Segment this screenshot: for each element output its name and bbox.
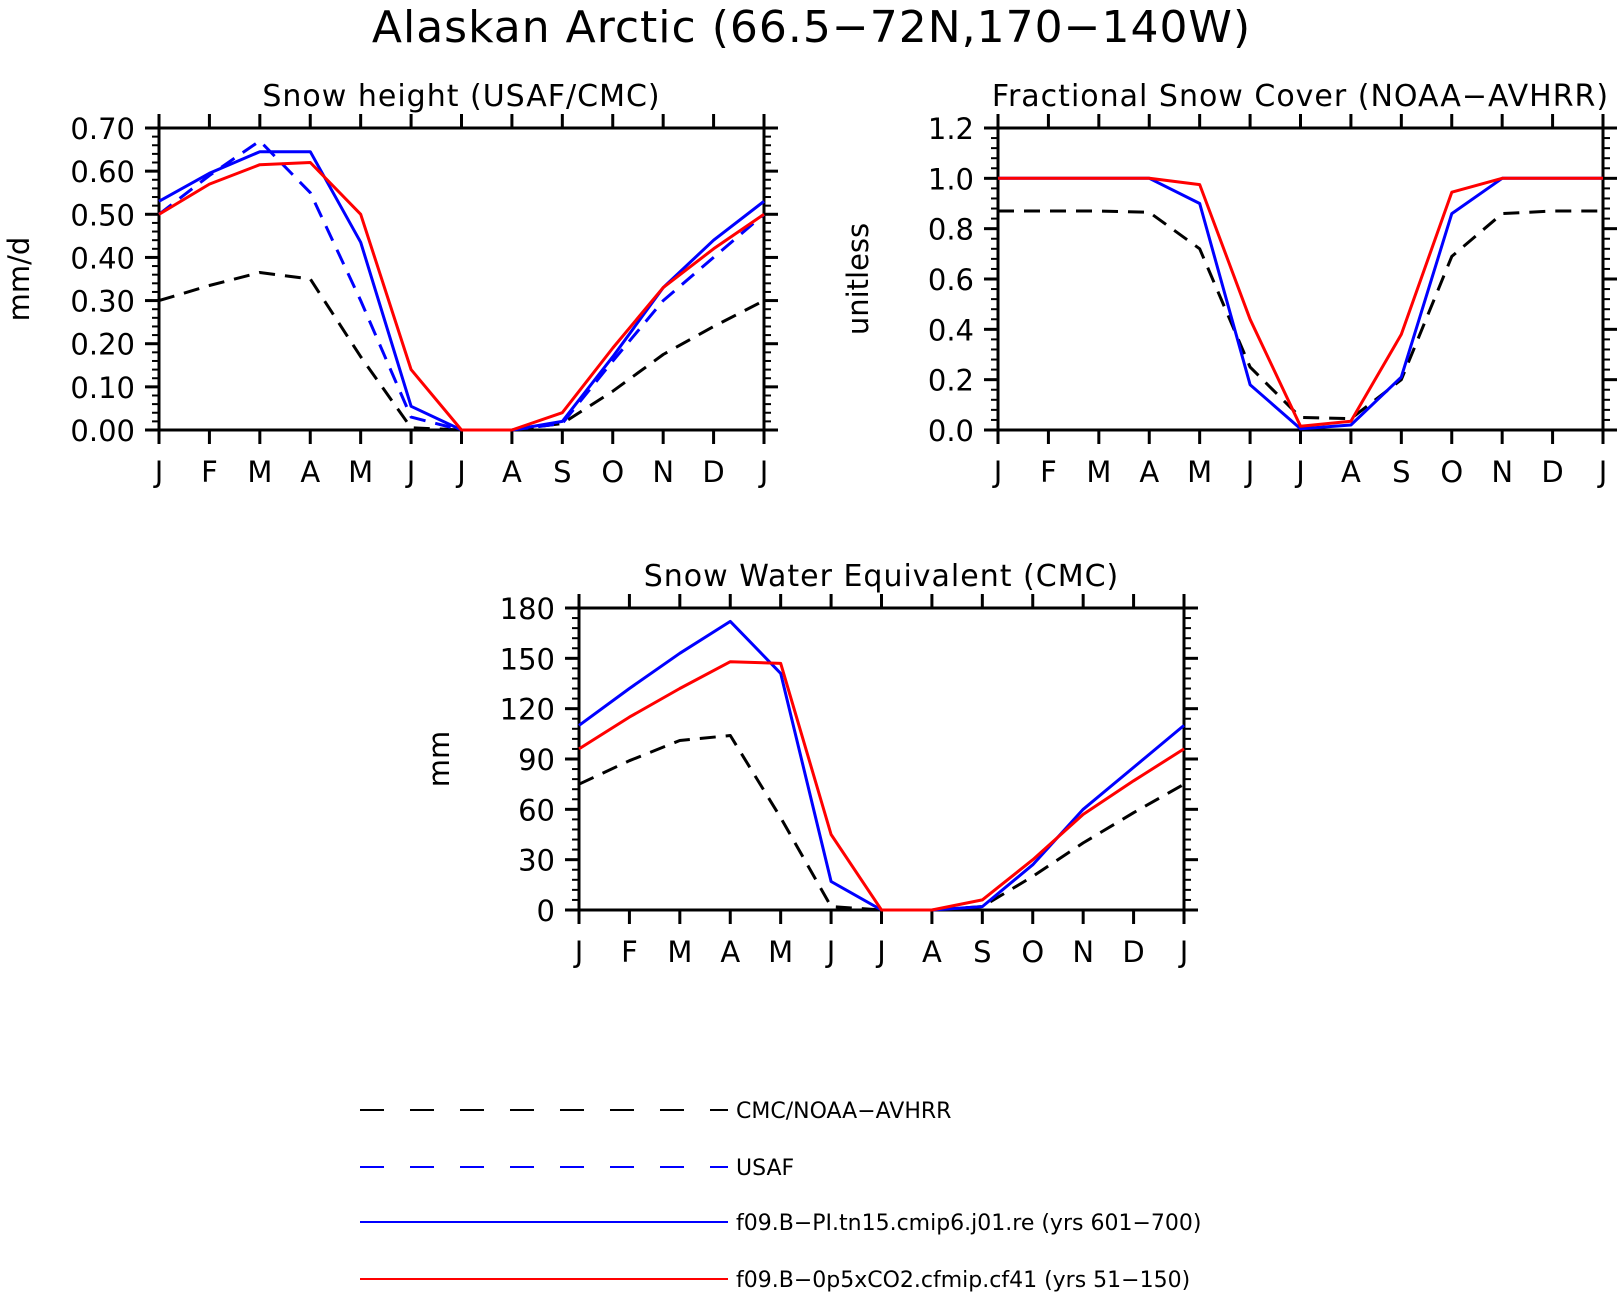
- x-tick-label: A: [1139, 455, 1159, 489]
- y-tick-label: 0.4: [928, 313, 974, 347]
- x-tick-label: A: [502, 455, 522, 489]
- y-tick-label: 0.30: [70, 285, 135, 319]
- x-tick-label: M: [247, 455, 272, 489]
- x-tick-label: J: [992, 455, 1003, 489]
- y-tick-label: 1.0: [928, 162, 974, 196]
- series-line-1: [578, 734, 1185, 912]
- main-title: Alaskan Arctic (66.5−72N,170−140W): [371, 2, 1252, 53]
- panel-title: Snow Water Equivalent (CMC): [644, 559, 1119, 594]
- plot-frame: [577, 606, 1186, 912]
- x-tick-label: F: [1040, 455, 1057, 489]
- y-tick-label: 0.40: [70, 241, 135, 275]
- x-tick-label: A: [922, 935, 942, 969]
- plot-frame: [996, 126, 1605, 432]
- x-tick-label: N: [1072, 935, 1094, 969]
- x-tick-label: J: [1244, 455, 1255, 489]
- y-tick-label: 0.20: [70, 328, 135, 362]
- y-tick-label: 0.8: [928, 213, 974, 247]
- series-line-4: [158, 161, 765, 432]
- x-tick-label: J: [573, 935, 584, 969]
- y-tick-label: 30: [518, 844, 555, 878]
- legend-label: f09.B−PI.tn15.cmip6.j01.re (yrs 601−700): [736, 1211, 1201, 1236]
- y-tick-label: 0.6: [928, 263, 974, 297]
- x-tick-label: J: [405, 455, 416, 489]
- x-tick-label: J: [1294, 455, 1305, 489]
- y-axis-label: unitless: [841, 223, 875, 335]
- y-axis-label: mm: [422, 731, 456, 788]
- x-tick-label: N: [652, 455, 674, 489]
- y-tick-label: 0.0: [928, 414, 974, 448]
- y-tick-label: 0.70: [70, 112, 135, 146]
- x-tick-label: S: [973, 935, 991, 969]
- y-tick-label: 0.2: [928, 364, 974, 398]
- legend-label: USAF: [736, 1156, 794, 1181]
- x-tick-label: F: [621, 935, 638, 969]
- panel-title: Snow height (USAF/CMC): [262, 79, 660, 114]
- y-tick-label: 150: [500, 642, 555, 676]
- x-tick-label: J: [825, 935, 836, 969]
- panel-2: J F M A M J J A S O N D J0.00.20.40.60.81.01.2Fracti…: [841, 79, 1617, 489]
- x-tick-label: J: [153, 455, 164, 489]
- x-tick-label: J: [455, 455, 466, 489]
- series-line-3: [998, 176, 1603, 428]
- panel-title: Fractional Snow Cover (NOAA−AVHRR): [992, 79, 1609, 114]
- x-tick-label: N: [1491, 455, 1513, 489]
- x-tick-label: J: [875, 935, 886, 969]
- series-line-1: [998, 209, 1603, 421]
- x-tick-label: S: [1392, 455, 1410, 489]
- panel-1: J F M A M J J A S O N D J0.000.100.200.300.400.500.6…: [2, 79, 778, 489]
- x-tick-label: O: [1021, 935, 1044, 969]
- x-tick-label: O: [601, 455, 624, 489]
- series-line-2: [998, 176, 1603, 431]
- x-tick-label: M: [1086, 455, 1111, 489]
- legend-label: CMC/NOAA−AVHRR: [736, 1099, 951, 1124]
- y-tick-label: 120: [500, 693, 555, 727]
- x-tick-label: D: [702, 455, 724, 489]
- x-tick-label: A: [1341, 455, 1361, 489]
- series-line-1: [158, 271, 765, 432]
- x-tick-label: J: [1597, 455, 1608, 489]
- series-line-2: [158, 139, 765, 432]
- x-tick-label: D: [1122, 935, 1144, 969]
- x-tick-label: J: [1178, 935, 1189, 969]
- legend-label: f09.B−0p5xCO2.cfmip.cf41 (yrs 51−150): [736, 1268, 1190, 1293]
- x-tick-label: M: [667, 935, 692, 969]
- legend: CMC/NOAA−AVHRR USAF f09.B−PI.tn15.cmip6.j0…: [360, 1099, 1201, 1293]
- series-line-3: [578, 660, 1185, 912]
- x-tick-label: A: [720, 935, 740, 969]
- x-tick-label: M: [768, 935, 793, 969]
- x-tick-label: F: [201, 455, 218, 489]
- y-axis-label: mm/d: [2, 237, 36, 322]
- x-tick-label: J: [758, 455, 769, 489]
- y-tick-label: 0.60: [70, 155, 135, 189]
- y-tick-label: 90: [518, 743, 555, 777]
- y-tick-label: 0: [537, 894, 555, 928]
- y-tick-label: 60: [518, 793, 555, 827]
- x-tick-label: D: [1541, 455, 1563, 489]
- series-line-2: [578, 619, 1185, 912]
- x-tick-label: S: [553, 455, 571, 489]
- y-tick-label: 180: [500, 592, 555, 626]
- y-tick-label: 1.2: [928, 112, 974, 146]
- y-tick-label: 0.50: [70, 198, 135, 232]
- y-tick-label: 0.00: [70, 414, 135, 448]
- x-tick-label: O: [1440, 455, 1463, 489]
- x-tick-label: M: [1187, 455, 1212, 489]
- x-tick-label: M: [348, 455, 373, 489]
- y-tick-label: 0.10: [70, 371, 135, 405]
- x-tick-label: A: [300, 455, 320, 489]
